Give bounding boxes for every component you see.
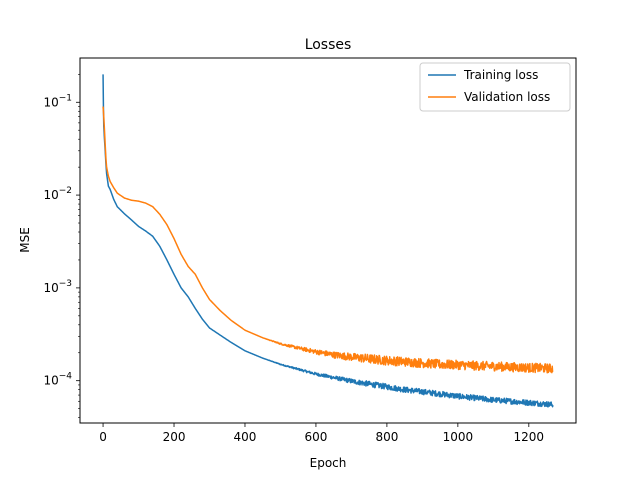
x-tick-label: 200 (163, 430, 186, 444)
series-layer (102, 74, 554, 408)
series-line-0 (102, 74, 554, 408)
legend: Training loss Validation loss (419, 62, 571, 112)
legend-box (419, 62, 571, 112)
chart-title: Losses (305, 37, 352, 53)
y-axis-label: MSE (18, 227, 32, 253)
x-axis-label: Epoch (310, 456, 347, 470)
x-axis: 0 200 400 600 800 1000 1200 (99, 423, 544, 444)
y-tick-label: 10−2 (43, 186, 72, 202)
y-axis: 10−4 10−3 10−2 10−1 (43, 74, 80, 418)
x-tick-label: 800 (375, 430, 398, 444)
x-tick-label: 0 (99, 430, 107, 444)
y-tick-label: 10−1 (43, 93, 72, 109)
x-tick-label: 600 (304, 430, 327, 444)
y-tick-label: 10−3 (43, 279, 72, 295)
x-tick-label: 400 (234, 430, 257, 444)
x-tick-label: 1200 (514, 430, 545, 444)
series-line-1 (102, 106, 554, 374)
legend-label: Training loss (463, 68, 538, 82)
plot-frame (79, 57, 577, 424)
y-tick-label: 10−4 (43, 372, 72, 388)
legend-label: Validation loss (464, 90, 550, 104)
x-tick-label: 1000 (443, 430, 474, 444)
